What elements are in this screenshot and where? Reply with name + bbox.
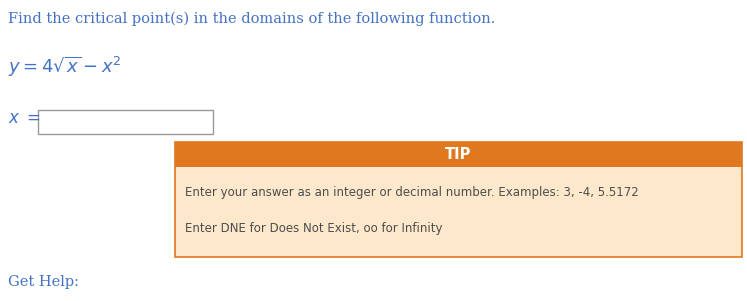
Text: TIP: TIP [445, 147, 471, 162]
Text: $x\ =$: $x\ =$ [8, 110, 41, 127]
Text: Enter your answer as an integer or decimal number. Examples: 3, -4, 5.5172: Enter your answer as an integer or decim… [185, 186, 639, 199]
FancyBboxPatch shape [175, 142, 742, 257]
Text: Enter DNE for Does Not Exist, oo for Infinity: Enter DNE for Does Not Exist, oo for Inf… [185, 222, 442, 235]
FancyBboxPatch shape [38, 110, 213, 134]
FancyBboxPatch shape [175, 142, 742, 167]
Text: $y = 4\sqrt{x} - x^2$: $y = 4\sqrt{x} - x^2$ [8, 55, 122, 79]
Text: Get Help:: Get Help: [8, 275, 79, 289]
Text: Find the critical point(s) in the domains of the following function.: Find the critical point(s) in the domain… [8, 12, 495, 26]
